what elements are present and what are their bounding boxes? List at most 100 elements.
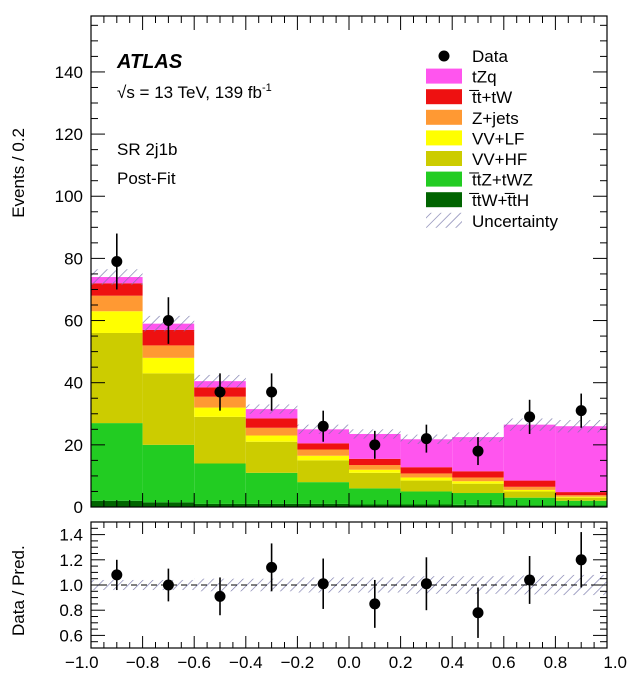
data-point [214,386,226,398]
ratio-y-tick-label: 1.2 [59,551,83,570]
stack-bar [452,481,504,484]
legend-label: t̅tW+t̅tH [469,191,529,210]
data-point [420,433,432,445]
legend-label: VV+LF [472,129,524,148]
legend-label: Data [472,47,508,66]
stack-bar [142,373,195,445]
legend-swatch [426,68,462,84]
ratio-point [266,561,278,573]
stack-bar [245,427,298,436]
ratio-x-tick-label: 0.4 [440,653,464,672]
stack-bar [452,471,504,478]
stack-bar [142,345,195,358]
stack-bar [503,489,556,492]
stack-bar [91,423,143,501]
y-tick-label: 120 [55,125,83,144]
data-point [266,386,278,398]
stack-bar [503,480,556,487]
stack-bar [297,443,349,450]
ratio-x-tick-label: −0.8 [126,653,160,672]
stack-bar [555,492,607,496]
stack-bar [400,477,453,481]
stack-bar [297,460,349,483]
stack-bar [245,472,298,504]
stack-bar [349,458,401,466]
ratio-point [420,578,432,590]
region-label: SR 2j1b [117,140,177,159]
legend-label: tZq [472,68,497,87]
legend-label: Z+jets [472,109,519,128]
ratio-uncertainty-hatch [452,576,504,594]
stack-bar [452,477,504,482]
data-point [472,445,484,457]
energy-label: √s = 13 TeV, 139 fb-1 [117,82,272,102]
ratio-point [317,578,329,590]
ratio-point [111,569,123,581]
data-point [524,411,536,423]
ratio-points [111,532,587,638]
data-point [111,256,123,267]
stack-bar [400,473,453,478]
stack-bar [245,441,298,473]
stack-bar [349,465,401,470]
legend-swatch [426,171,462,187]
ratio-y-tick-label: 1.0 [59,576,83,595]
y-tick-label: 40 [64,374,83,393]
ratio-y-tick-label: 1.4 [59,526,83,545]
y-tick-label: 140 [55,63,83,82]
stack-bar [452,483,504,494]
stack-bar [297,449,349,456]
data-point [162,315,174,327]
stack-bar [555,426,607,493]
stack-bar [297,455,349,461]
stack-bar [555,497,607,501]
stack-bar [245,435,298,442]
legend-swatch-uncertainty [426,212,462,228]
ratio-x-tick-label: 0.2 [389,653,413,672]
stack-bar [400,480,453,492]
ratio-x-tick-label: −0.4 [229,653,263,672]
ratio-point [162,579,174,591]
stack-bar [349,469,401,473]
fit-label: Post-Fit [117,169,176,188]
energy-label-superscript: -1 [262,82,272,94]
stack-bar [245,418,298,428]
stack-bar [400,467,453,474]
ratio-panel: 0.6 0.8 1.0 1.2 1.4 −1.0 −0.8 −0.6 −0.4 −0.2 0.0 0.… [9,521,627,672]
stack-bar [194,416,246,464]
ratio-x-tick-label: 0.6 [492,653,516,672]
stack-bar [194,407,246,417]
legend-swatch [426,192,462,208]
ratio-x-tick-label: −0.2 [281,653,315,672]
legend-label: VV+HF [472,150,527,169]
ratio-point [369,598,381,610]
data-point [575,405,587,417]
ratio-x-tick-label: −1.0 [65,653,99,672]
stack-bar [349,472,401,489]
legend-swatch [426,151,462,166]
y-axis-title-ratio: Data / Pred. [9,545,28,636]
stack-bar [194,463,246,504]
legend-marker-data [438,50,450,62]
ratio-x-tick-label: 1.0 [603,653,627,672]
ratio-point [472,607,484,619]
legend-label: Uncertainty [472,212,558,231]
stack-bar [452,493,504,505]
ratio-axis-ticks: 0.6 0.8 1.0 1.2 1.4 −1.0 −0.8 −0.6 −0.4 −0.2 0.0 0.… [59,521,627,672]
ratio-point [524,574,536,586]
legend-swatch [426,130,462,146]
ratio-x-tick-label: 0.0 [337,653,361,672]
ratio-y-tick-label: 0.8 [59,601,83,620]
legend-swatch [426,109,462,125]
experiment-label: ATLAS [116,51,183,73]
y-axis-title-main: Events / 0.2 [9,128,28,218]
y-tick-label: 20 [64,436,83,455]
y-tick-label: 100 [55,187,83,206]
stack-bar [91,295,143,312]
ratio-y-tick-label: 0.6 [59,626,83,645]
data-point [369,439,381,451]
stack-bar [503,491,556,498]
ratio-point [214,590,226,602]
